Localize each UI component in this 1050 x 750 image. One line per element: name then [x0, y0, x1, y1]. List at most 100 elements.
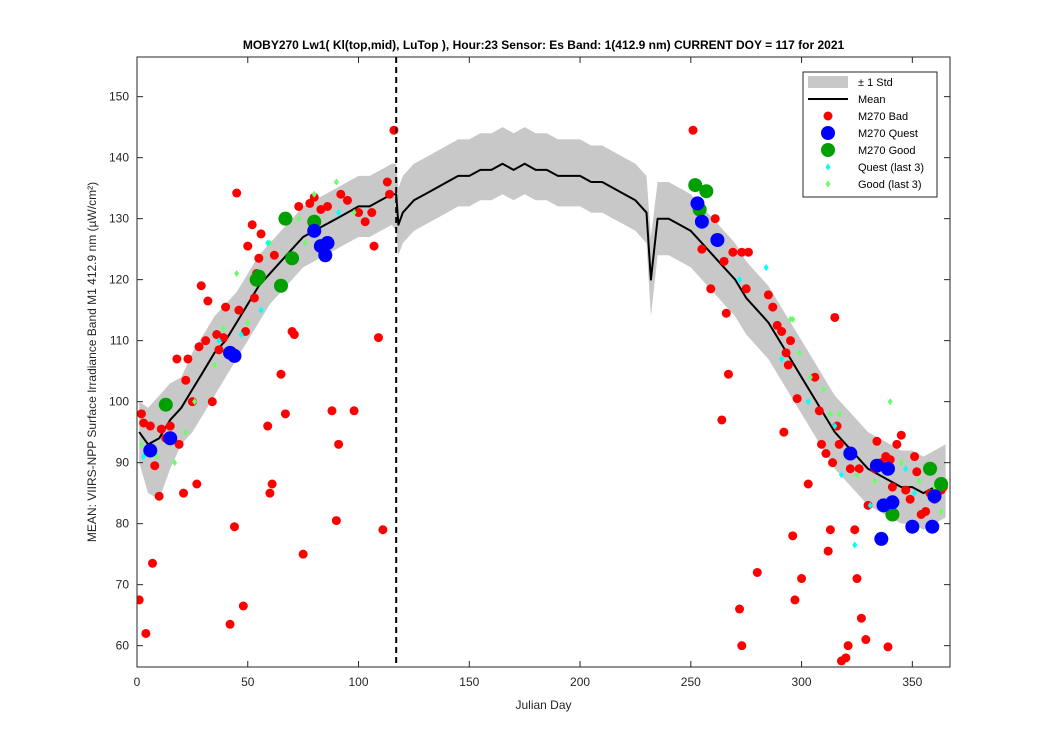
bad-point — [241, 327, 251, 336]
bad-point — [706, 284, 716, 294]
good-last3-point — [172, 459, 178, 467]
good-point — [934, 477, 949, 491]
quest-point — [885, 495, 900, 510]
bad-point — [154, 491, 164, 501]
good-last3-point — [302, 239, 308, 247]
bad-point — [912, 467, 922, 477]
good-last3-point — [887, 398, 893, 406]
quest-last3-point — [216, 337, 222, 345]
ticks-layer: 0 50 100 150 200 250 300 350 60 70 80 90 100 110 120 13… — [109, 57, 950, 689]
mean-line — [138, 162, 947, 495]
y-tick-label: 80 — [116, 517, 130, 531]
y-tick-label: 90 — [116, 456, 130, 470]
legend-label: M270 Bad — [858, 111, 908, 123]
quest-last3-point — [258, 306, 264, 314]
quest-point — [318, 248, 333, 263]
good-last3-point — [821, 385, 827, 393]
quest-point — [694, 214, 709, 229]
legend-good-last3-swatch — [825, 180, 831, 188]
legend-bad-swatch — [823, 111, 833, 121]
bad-point — [901, 485, 911, 495]
bad-point — [331, 516, 341, 526]
bad-point — [797, 574, 807, 584]
bad-point — [783, 360, 793, 370]
quest-point — [307, 223, 322, 238]
quest-point — [320, 236, 335, 251]
bad-point — [843, 641, 853, 651]
bad-point — [360, 217, 370, 227]
bad-point — [276, 369, 286, 379]
bad-point — [201, 336, 211, 346]
bad-point — [779, 427, 789, 437]
bad-point — [792, 394, 802, 404]
bad-point — [336, 189, 346, 199]
bad-point — [788, 531, 798, 541]
mean-line-layer — [138, 162, 947, 495]
bad-point — [825, 525, 835, 535]
bad-point — [883, 642, 893, 652]
bad-point — [172, 354, 182, 364]
bad-point — [385, 189, 395, 199]
quest-point — [227, 348, 242, 363]
good-point — [699, 184, 714, 199]
good-last3-point — [311, 190, 317, 198]
bad-point — [280, 409, 290, 419]
bad-point — [892, 439, 902, 449]
bad-point — [156, 424, 166, 434]
bad-point — [207, 397, 217, 407]
quest-last3-point — [867, 501, 873, 509]
bad-point — [814, 406, 824, 416]
bad-point — [354, 208, 364, 218]
bad-point — [710, 214, 720, 224]
bad-point — [137, 409, 146, 419]
bad-point — [817, 439, 827, 449]
quest-last3-point — [336, 209, 342, 217]
y-tick-label: 130 — [109, 212, 129, 226]
bad-point — [256, 229, 266, 239]
bad-point — [378, 525, 388, 535]
good-last3-point — [296, 215, 302, 223]
legend-label: Quest (last 3) — [858, 162, 924, 174]
bad-point — [179, 488, 189, 498]
y-tick-label: 100 — [109, 395, 129, 409]
bad-point — [781, 348, 791, 358]
good-last3-point — [220, 324, 226, 332]
bad-point — [225, 619, 235, 629]
bad-point — [369, 241, 379, 251]
bad-point — [148, 558, 158, 568]
bad-point — [887, 482, 897, 492]
legend: ± 1 Std Mean M270 Bad M270 Quest M270 Good Qu… — [802, 71, 938, 198]
bad-point — [247, 220, 257, 230]
x-axis-label: Julian Day — [515, 698, 571, 712]
bad-point — [872, 436, 882, 446]
legend-std-swatch — [808, 76, 848, 88]
bad-point — [323, 201, 333, 211]
bad-point — [218, 333, 228, 343]
good-last3-point — [351, 209, 357, 217]
good-last3-point — [138, 440, 144, 448]
bad-point — [921, 506, 931, 516]
bad-point — [192, 479, 202, 489]
bad-point — [721, 308, 731, 318]
good-point — [885, 507, 900, 522]
y-tick-label: 70 — [116, 578, 130, 592]
quest-point — [843, 446, 858, 461]
chart-title: MOBY270 Lw1( Kl(top,mid), LuTop ), Hour:… — [243, 38, 845, 52]
x-tick-label: 150 — [459, 675, 479, 689]
bad-point — [194, 342, 204, 352]
quest-point — [163, 431, 178, 446]
bad-point — [845, 464, 855, 474]
good-last3-point — [807, 373, 813, 381]
bad-point — [181, 375, 191, 385]
bad-point — [905, 494, 915, 504]
bad-point — [850, 525, 860, 535]
bad-point — [834, 439, 844, 449]
bad-point — [214, 345, 224, 355]
y-tick-label: 120 — [109, 273, 129, 287]
good-point — [273, 278, 288, 293]
bad-point — [327, 406, 337, 416]
bad-point — [688, 125, 698, 135]
x-tick-label: 100 — [349, 675, 369, 689]
bad-point — [342, 195, 352, 205]
legend-quest-last3-swatch — [825, 163, 831, 171]
